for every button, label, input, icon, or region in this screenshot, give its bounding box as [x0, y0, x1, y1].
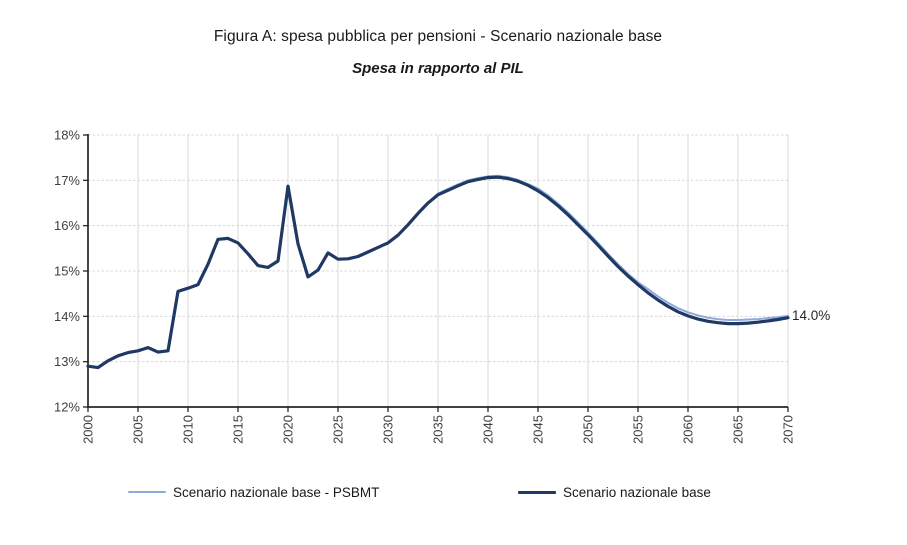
- x-tick-label: 2050: [581, 415, 596, 444]
- y-tick-label: 16%: [54, 218, 80, 233]
- axes: [83, 134, 789, 412]
- y-tick-labels: 12% 13% 14% 15% 16% 17% 18%: [54, 128, 80, 415]
- x-tick-label: 2000: [81, 415, 96, 444]
- x-tick-label: 2035: [431, 415, 446, 444]
- x-tick-label: 2020: [281, 415, 296, 444]
- series-lines: [86, 174, 790, 370]
- figure-subtitle: Spesa in rapporto al PIL: [352, 60, 524, 77]
- y-tick-label: 15%: [54, 264, 80, 279]
- x-tick-label: 2055: [631, 415, 646, 444]
- x-tick-label: 2015: [231, 415, 246, 444]
- gridlines: [88, 134, 789, 407]
- legend-item-psbmt: Scenario nazionale base - PSBMT: [128, 484, 379, 500]
- end-value-label: 14.0%: [792, 308, 831, 323]
- x-tick-label: 2005: [131, 415, 146, 444]
- x-tick-label: 2030: [381, 415, 396, 444]
- x-tick-labels: 2000 2005 2010 2015 2020 2025 2030 2035 2040 2045…: [81, 415, 796, 444]
- y-tick-label: 13%: [54, 354, 80, 369]
- base-line-swatch: [518, 490, 556, 494]
- legend-label-base: Scenario nazionale base: [563, 484, 711, 500]
- y-tick-label: 14%: [54, 309, 80, 324]
- legend-label-psbmt: Scenario nazionale base - PSBMT: [173, 484, 380, 500]
- legend-item-base: Scenario nazionale base: [518, 484, 711, 500]
- x-tick-label: 2040: [481, 415, 496, 444]
- y-tick-label: 17%: [54, 173, 80, 188]
- figure-title: Figura A: spesa pubblica per pensioni - …: [213, 28, 663, 45]
- y-tick-label: 18%: [54, 128, 80, 143]
- x-tick-label: 2010: [181, 415, 196, 444]
- x-tick-label: 2045: [531, 415, 546, 444]
- x-tick-label: 2025: [331, 415, 346, 444]
- x-tick-label: 2060: [681, 415, 696, 444]
- y-tick-label: 12%: [54, 400, 80, 415]
- x-tick-label: 2070: [781, 415, 796, 444]
- x-tick-label: 2065: [731, 415, 746, 444]
- base-line: [86, 175, 790, 370]
- psbmt-line-swatch: [128, 491, 166, 493]
